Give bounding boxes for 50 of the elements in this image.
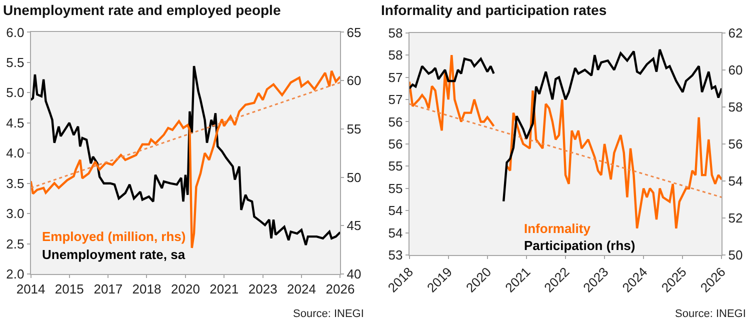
- text: Informality: [524, 221, 592, 236]
- y-tick-label: 5.5: [6, 54, 24, 70]
- y2-tick-label: 65: [346, 24, 362, 40]
- y-tick-label: 54: [388, 203, 403, 218]
- chart-title: Informality and participation rates: [381, 2, 607, 18]
- y-tick-label: 53: [388, 248, 403, 263]
- x-tick-label: 2020: [171, 282, 200, 297]
- y2-tick-label: 62: [728, 25, 743, 40]
- y-tick-label: 58: [388, 25, 403, 40]
- y-tick-label: 4.5: [6, 115, 24, 130]
- y-tick-label: 55: [388, 180, 403, 196]
- x-tick-label: 2014: [16, 282, 46, 297]
- y2-tick-label: 54: [728, 174, 743, 189]
- x-tick-label: 2021: [210, 282, 239, 297]
- y2-tick-label: 55: [346, 121, 362, 136]
- y2-tick-label: 45: [346, 218, 362, 234]
- y2-tick-label: 50: [728, 248, 743, 263]
- y-tick-label: 4.0: [6, 146, 24, 161]
- x-tick-label: 2018: [132, 282, 162, 297]
- text: Unemployment rate, sa: [42, 247, 186, 262]
- y-tick-label: 5.0: [6, 85, 24, 100]
- y2-tick-label: 56: [728, 136, 743, 152]
- text: Participation (rhs): [524, 238, 636, 253]
- y2-tick-label: 40: [346, 266, 362, 282]
- x-tick-label: 2017: [94, 282, 123, 297]
- y-tick-label: 57: [388, 70, 403, 85]
- y2-tick-label: 60: [346, 73, 362, 88]
- y-tick-label: 56: [388, 136, 403, 152]
- chart-title: Unemployment rate and employed people: [3, 2, 281, 18]
- y-tick-label: 6.0: [6, 24, 24, 40]
- x-tick-label: 2026: [326, 282, 355, 297]
- x-tick-label: 2015: [54, 282, 84, 297]
- source-note: Source: INEGI: [675, 308, 746, 320]
- y2-tick-label: 58: [728, 99, 743, 114]
- y2-tick-label: 52: [728, 210, 743, 226]
- series-label: Employed (million, rhs): [42, 229, 186, 244]
- y-tick-label: 55: [388, 158, 403, 174]
- y2-tick-label: 50: [346, 170, 362, 185]
- x-tick-label: 2024: [286, 282, 316, 297]
- y-tick-label: 2.0: [6, 266, 24, 282]
- y-tick-label: 2.5: [6, 236, 24, 252]
- y-tick-label: 3.0: [6, 206, 24, 222]
- y-tick-label: 58: [388, 48, 403, 63]
- y2-tick-label: 60: [728, 62, 743, 78]
- y-tick-label: 56: [388, 114, 403, 130]
- x-tick-label: 2023: [248, 282, 278, 297]
- source-note: Source: INEGI: [293, 308, 364, 320]
- y-tick-label: 3.5: [6, 176, 24, 191]
- y-tick-label: 54: [388, 225, 403, 240]
- y-tick-label: 57: [388, 92, 403, 108]
